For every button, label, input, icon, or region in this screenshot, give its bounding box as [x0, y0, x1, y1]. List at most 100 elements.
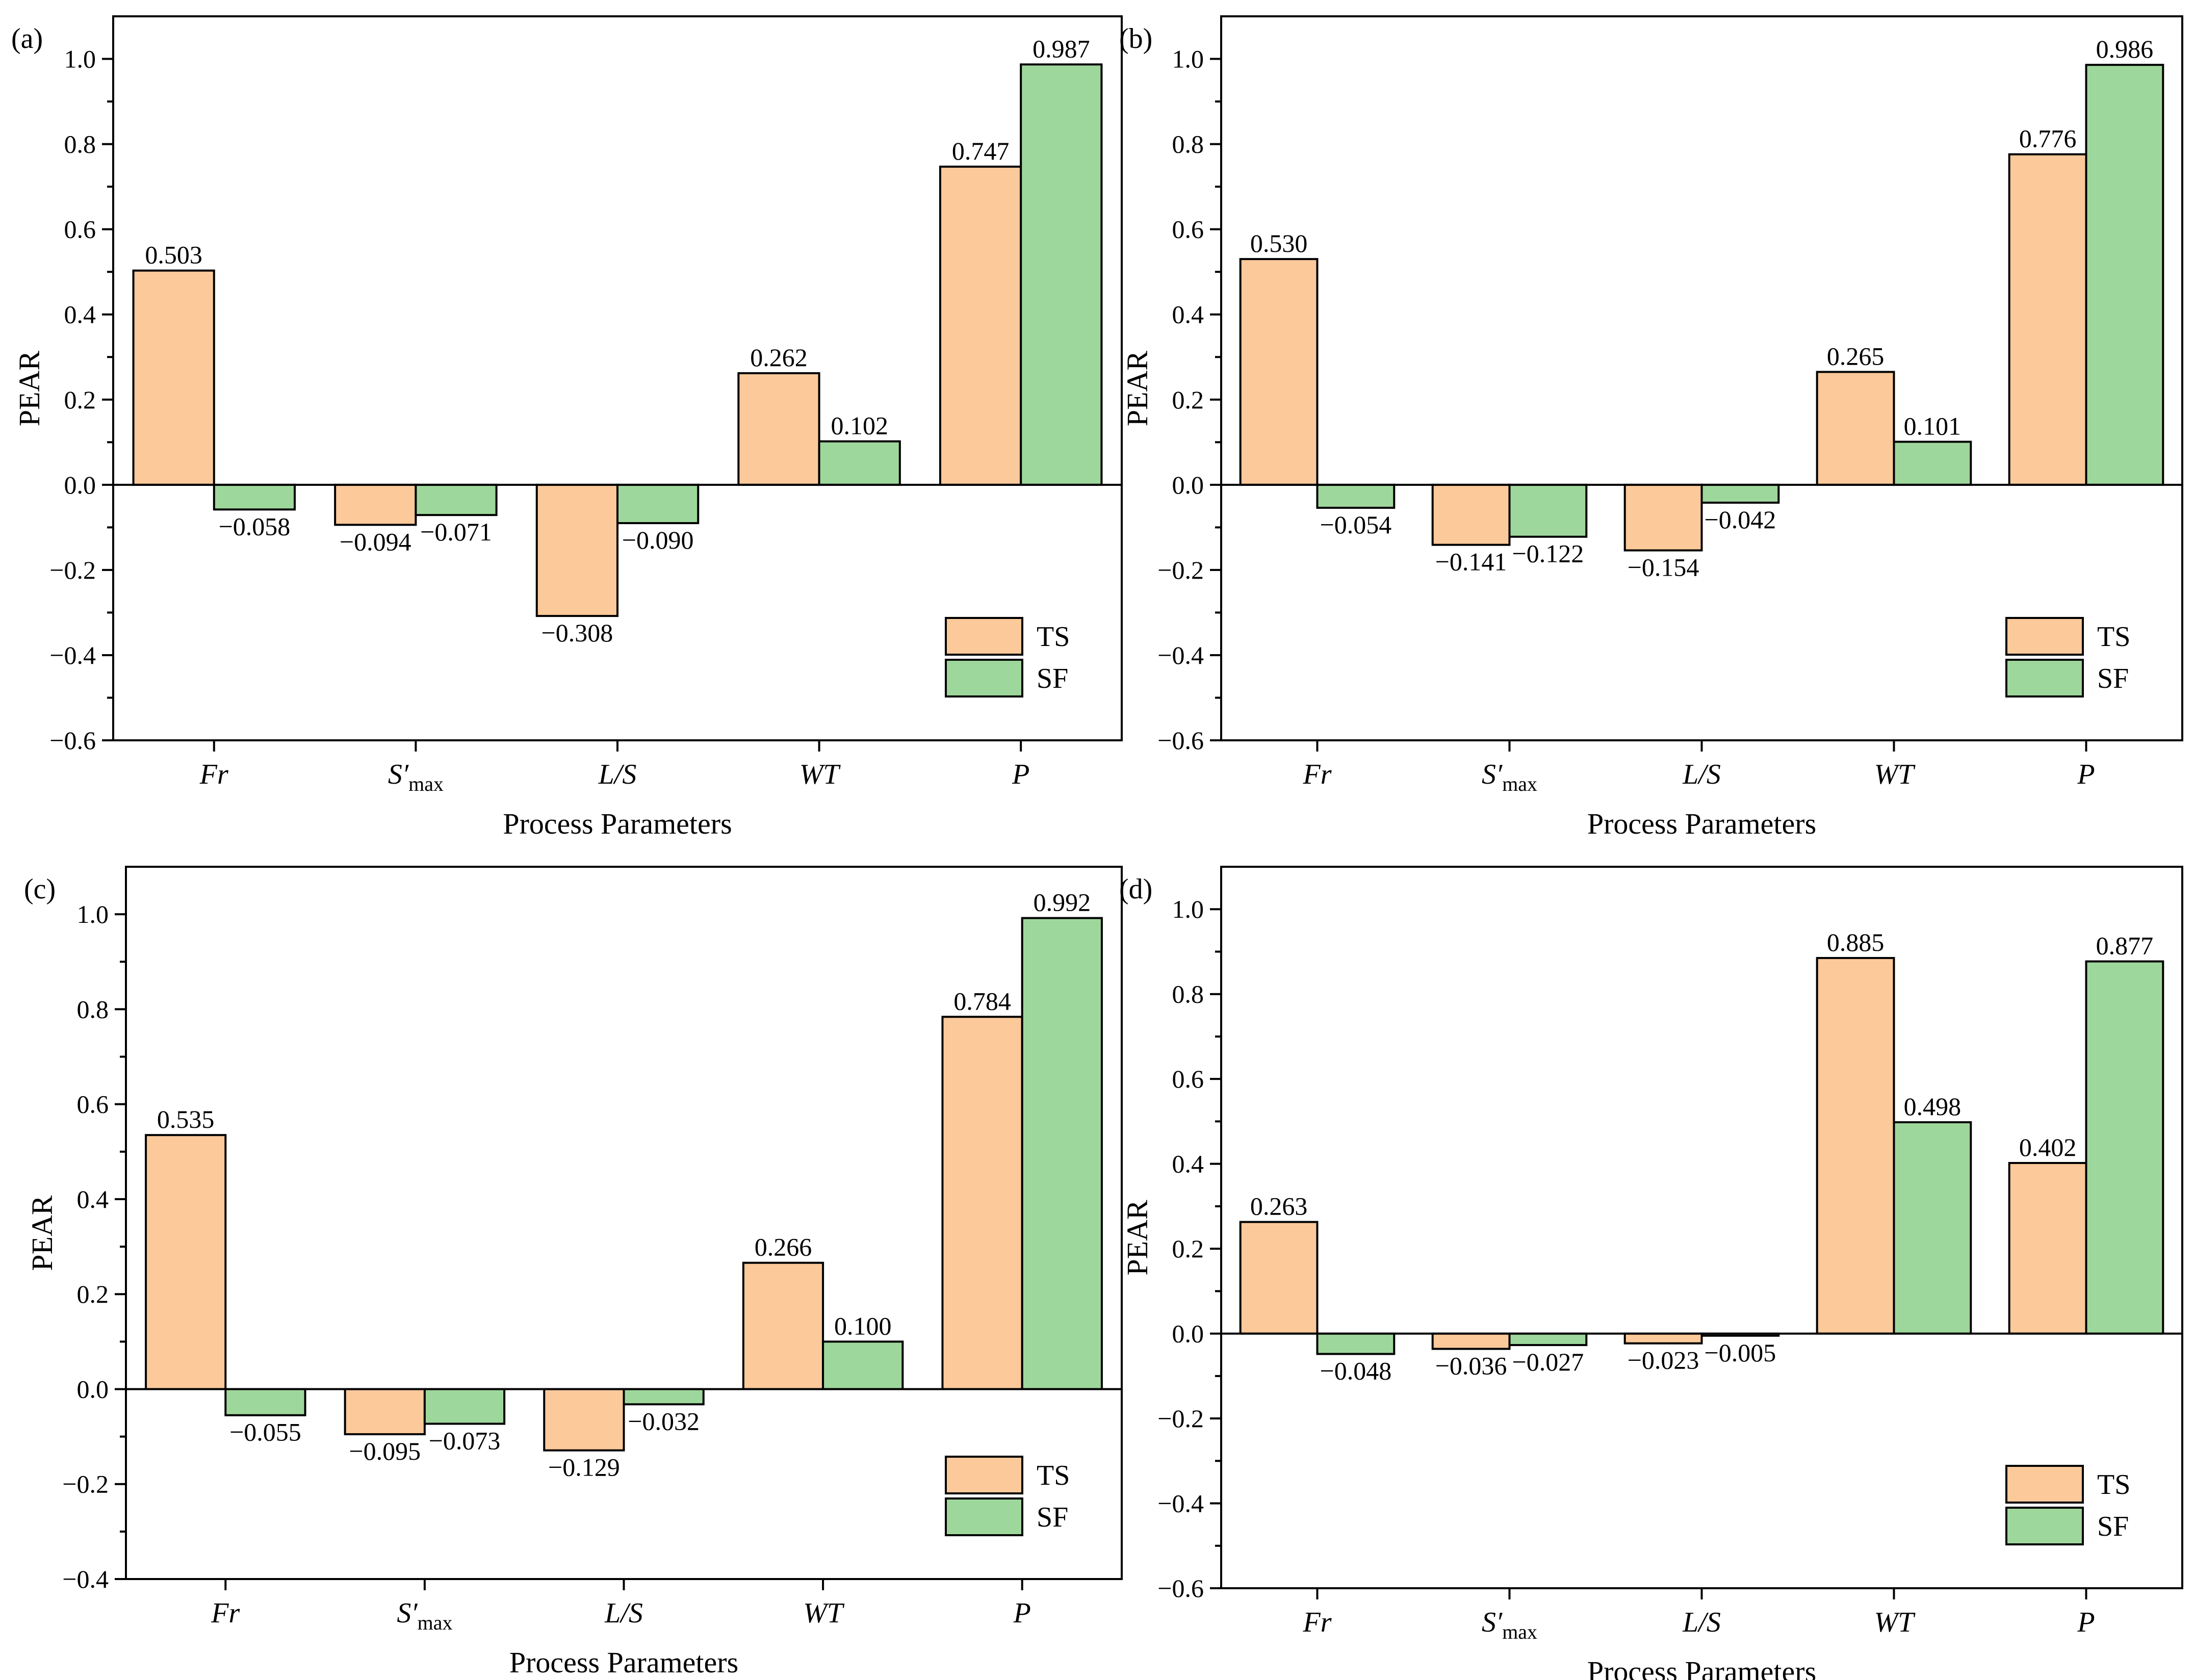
value-label-ts-3: 0.885 — [1827, 928, 1885, 957]
x-tick-label-4: P — [2077, 759, 2095, 790]
value-label-sf-4: 0.992 — [1034, 888, 1091, 917]
value-label-sf-0: −0.055 — [229, 1418, 301, 1446]
value-label-ts-0: 0.503 — [145, 241, 202, 269]
legend-swatch-ts — [945, 1456, 1023, 1494]
y-tick-label: 0.6 — [1172, 1065, 1204, 1093]
legend-swatch-ts — [2005, 1465, 2084, 1504]
bar-sf-3 — [818, 440, 901, 486]
y-tick-label: 0.8 — [64, 130, 96, 159]
y-tick-label: 0.2 — [77, 1280, 109, 1308]
legend-label-sf: SF — [1037, 663, 1068, 694]
bar-ts-1 — [334, 483, 417, 526]
bar-sf-4 — [1020, 63, 1103, 486]
y-tick-label: −0.4 — [62, 1565, 109, 1593]
y-tick-label: −0.4 — [1157, 1489, 1204, 1518]
value-label-sf-2: −0.005 — [1705, 1338, 1776, 1367]
legend-swatch-sf — [945, 659, 1023, 697]
legend-swatch-sf — [2005, 659, 2084, 697]
bar-ts-2 — [543, 1388, 625, 1452]
value-label-sf-3: 0.101 — [1904, 411, 1961, 440]
value-label-sf-1: −0.027 — [1512, 1348, 1584, 1376]
y-tick-label: 0.2 — [1172, 1234, 1204, 1263]
y-tick-label: 0.6 — [64, 215, 96, 244]
value-label-sf-1: −0.071 — [420, 518, 492, 546]
x-tick-label-3: WT — [799, 759, 841, 790]
value-label-ts-1: −0.094 — [340, 527, 411, 556]
legend-label-ts: TS — [2097, 621, 2130, 653]
bar-sf-0 — [213, 483, 296, 511]
bar-sf-1 — [1508, 1332, 1588, 1347]
bar-ts-1 — [1431, 1332, 1511, 1350]
y-tick-label: 0.4 — [77, 1185, 109, 1213]
bar-ts-2 — [535, 483, 619, 617]
y-tick-label: 0.4 — [1172, 300, 1204, 329]
x-tick-label-2: L/S — [604, 1597, 643, 1629]
bar-sf-2 — [616, 483, 700, 525]
bar-sf-1 — [1508, 483, 1588, 538]
value-label-ts-0: 0.530 — [1250, 229, 1308, 257]
y-tick-label: 0.0 — [77, 1375, 109, 1403]
bar-ts-4 — [941, 1016, 1023, 1390]
bar-ts-4 — [939, 165, 1022, 486]
value-label-ts-4: 0.784 — [953, 987, 1011, 1015]
legend-label-ts: TS — [1037, 1460, 1070, 1491]
y-tick-label: 0.4 — [1172, 1150, 1204, 1178]
y-tick-label: 0.0 — [1172, 1320, 1204, 1348]
legend-label-ts: TS — [1037, 621, 1070, 653]
x-tick-label-0: Fr — [199, 759, 228, 790]
bar-ts-3 — [742, 1261, 824, 1390]
value-label-sf-4: 0.987 — [1033, 34, 1090, 63]
x-tick-label-4: P — [1012, 759, 1029, 790]
bar-sf-1 — [415, 483, 498, 516]
x-tick-label-1: S′max — [1482, 1607, 1537, 1643]
value-label-sf-1: −0.122 — [1512, 539, 1584, 568]
y-tick-label: 0.2 — [64, 385, 96, 414]
panel-label: (d) — [1119, 873, 1152, 905]
y-axis-title: PEAR — [25, 1195, 59, 1271]
bar-ts-0 — [1239, 1221, 1319, 1335]
x-tick-label-4: P — [2077, 1607, 2095, 1638]
value-label-sf-0: −0.048 — [1320, 1357, 1392, 1385]
bar-ts-3 — [737, 372, 820, 486]
y-tick-label: 0.6 — [1172, 215, 1204, 244]
value-label-ts-3: 0.262 — [750, 343, 808, 372]
value-label-ts-1: −0.036 — [1435, 1352, 1507, 1380]
value-label-ts-4: 0.747 — [952, 137, 1010, 165]
value-label-ts-2: −0.129 — [548, 1453, 620, 1482]
x-tick-label-2: L/S — [1682, 759, 1721, 790]
value-label-ts-1: −0.141 — [1435, 548, 1507, 576]
bar-ts-4 — [2008, 153, 2087, 486]
panel-label: (a) — [11, 23, 43, 55]
value-label-sf-2: −0.032 — [628, 1407, 700, 1435]
bar-sf-4 — [2085, 64, 2164, 486]
value-label-sf-1: −0.073 — [429, 1426, 501, 1455]
value-label-ts-2: −0.308 — [541, 618, 613, 647]
bar-sf-3 — [822, 1340, 904, 1390]
bar-sf-2 — [623, 1388, 705, 1406]
y-tick-label: −0.6 — [49, 726, 96, 755]
y-tick-label: 0.0 — [64, 471, 96, 499]
legend-label-sf: SF — [2097, 663, 2129, 694]
bar-sf-0 — [1316, 483, 1396, 509]
y-tick-label: −0.2 — [62, 1470, 109, 1498]
legend-label-sf: SF — [1037, 1502, 1068, 1533]
y-tick-label: 0.4 — [64, 300, 96, 329]
legend-swatch-sf — [2005, 1507, 2084, 1545]
bar-ts-2 — [1623, 483, 1703, 552]
y-axis-title: PEAR — [1121, 351, 1154, 427]
x-tick-label-2: L/S — [1682, 1607, 1721, 1638]
value-label-ts-2: −0.154 — [1628, 553, 1699, 581]
x-axis-title: Process Parameters — [1587, 1655, 1816, 1680]
value-label-sf-4: 0.877 — [2096, 932, 2154, 960]
y-tick-label: 0.8 — [77, 995, 109, 1023]
y-tick-label: 0.2 — [1172, 385, 1204, 414]
legend-swatch-ts — [945, 617, 1023, 656]
x-tick-label-1: S′max — [1482, 759, 1537, 795]
legend-swatch-sf — [945, 1497, 1023, 1536]
y-tick-label: 0.8 — [1172, 130, 1204, 159]
y-axis-title: PEAR — [1121, 1200, 1154, 1276]
y-axis-title: PEAR — [13, 351, 46, 427]
bar-ts-0 — [1239, 258, 1319, 486]
bar-sf-4 — [1021, 917, 1103, 1390]
y-tick-label: −0.6 — [1157, 726, 1204, 755]
